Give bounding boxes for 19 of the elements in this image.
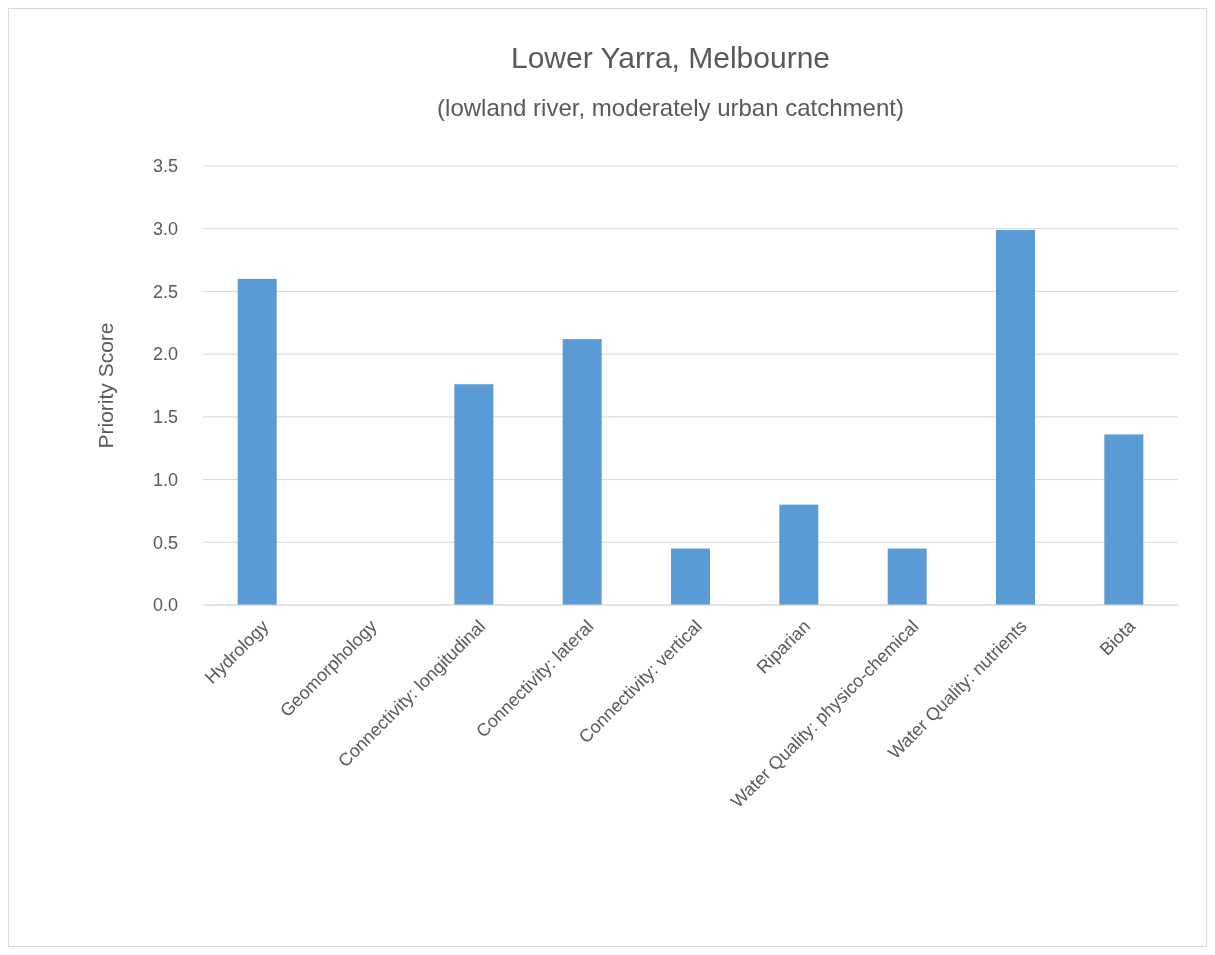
bar <box>996 229 1035 605</box>
y-tick-label: 1.5 <box>152 407 178 428</box>
y-tick-label: 3.5 <box>152 156 178 177</box>
bar <box>779 504 819 605</box>
bar <box>671 548 710 605</box>
y-tick-label: 0.5 <box>152 532 178 553</box>
bar <box>562 339 602 605</box>
y-tick-label: 1.0 <box>152 469 178 490</box>
bar <box>887 548 927 605</box>
y-tick-label: 0.0 <box>152 595 178 616</box>
bar <box>237 278 277 605</box>
bar <box>1104 434 1144 605</box>
bar <box>454 384 494 605</box>
y-tick-label: 3.0 <box>152 219 178 240</box>
chart-title: Lower Yarra, Melbourne <box>510 41 831 74</box>
chart-subtitle: (lowland river, moderately urban catchment) <box>437 94 904 121</box>
y-axis-title: Priority Score <box>94 322 117 449</box>
y-tick-label: 2.5 <box>152 281 178 302</box>
y-tick-label: 2.0 <box>152 344 178 365</box>
